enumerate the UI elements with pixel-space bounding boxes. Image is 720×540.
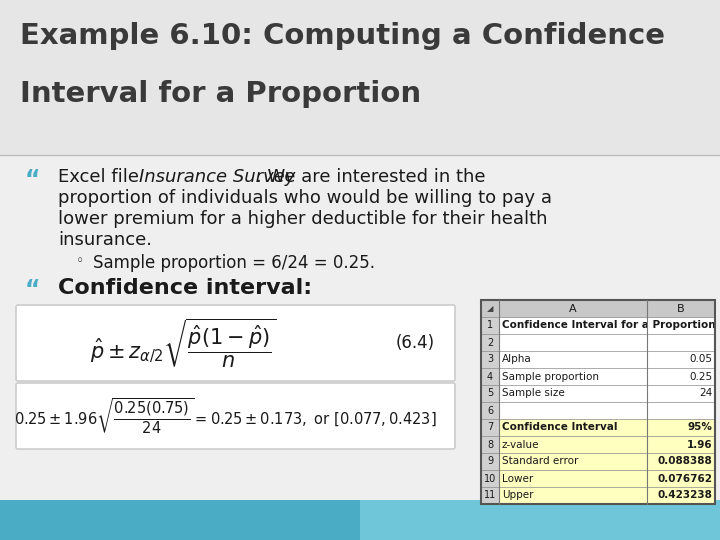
- Text: ◢: ◢: [487, 304, 493, 313]
- Text: 1.96: 1.96: [686, 440, 712, 449]
- Text: Sample proportion = 6/24 = 0.25.: Sample proportion = 6/24 = 0.25.: [93, 254, 375, 272]
- Text: 1: 1: [487, 321, 493, 330]
- Bar: [360, 500, 720, 540]
- Text: Standard error: Standard error: [502, 456, 578, 467]
- Text: Upper: Upper: [502, 490, 534, 501]
- Text: lower premium for a higher deductible for their health: lower premium for a higher deductible fo…: [58, 210, 547, 228]
- Bar: [481, 351, 499, 368]
- Text: 4: 4: [487, 372, 493, 381]
- Bar: [481, 300, 715, 504]
- FancyBboxPatch shape: [16, 383, 455, 449]
- Bar: [481, 487, 499, 504]
- Bar: [0, 0, 720, 155]
- Text: “: “: [24, 278, 40, 302]
- Bar: [481, 419, 499, 436]
- Bar: [481, 453, 499, 470]
- Text: A: A: [570, 303, 577, 314]
- Bar: [481, 402, 715, 419]
- Text: 9: 9: [487, 456, 493, 467]
- Text: (6.4): (6.4): [396, 334, 435, 352]
- Bar: [481, 385, 715, 402]
- Text: 5: 5: [487, 388, 493, 399]
- Bar: [481, 453, 715, 470]
- Text: 8: 8: [487, 440, 493, 449]
- Text: z-value: z-value: [502, 440, 539, 449]
- Bar: [481, 436, 715, 453]
- Bar: [481, 470, 715, 487]
- Text: 95%: 95%: [687, 422, 712, 433]
- Text: Confidence Interval for a Proportion: Confidence Interval for a Proportion: [502, 321, 716, 330]
- Text: 0.25: 0.25: [689, 372, 712, 381]
- Text: Insurance Survey: Insurance Survey: [139, 168, 295, 186]
- Bar: [481, 419, 715, 436]
- Bar: [481, 436, 499, 453]
- Bar: [481, 368, 715, 385]
- FancyBboxPatch shape: [16, 305, 455, 381]
- Bar: [481, 317, 499, 334]
- Bar: [481, 402, 499, 419]
- Text: Example 6.10: Computing a Confidence: Example 6.10: Computing a Confidence: [20, 22, 665, 50]
- Text: 0.076762: 0.076762: [657, 474, 712, 483]
- Text: Lower: Lower: [502, 474, 534, 483]
- Text: Sample size: Sample size: [502, 388, 564, 399]
- Text: 2: 2: [487, 338, 493, 348]
- Text: Interval for a Proportion: Interval for a Proportion: [20, 80, 421, 108]
- Text: 11: 11: [484, 490, 496, 501]
- Bar: [481, 300, 715, 317]
- Text: B: B: [678, 303, 685, 314]
- Text: 3: 3: [487, 354, 493, 364]
- Text: proportion of individuals who would be willing to pay a: proportion of individuals who would be w…: [58, 189, 552, 207]
- Text: insurance.: insurance.: [58, 231, 152, 249]
- Bar: [481, 385, 499, 402]
- Text: Confidence interval:: Confidence interval:: [58, 278, 312, 298]
- Text: $\hat{p} \pm z_{\alpha/2}\sqrt{\dfrac{\hat{p}(1-\hat{p})}{n}}$: $\hat{p} \pm z_{\alpha/2}\sqrt{\dfrac{\h…: [90, 316, 276, 370]
- Bar: [481, 487, 715, 504]
- Text: Confidence Interval: Confidence Interval: [502, 422, 618, 433]
- Text: Sample proportion: Sample proportion: [502, 372, 599, 381]
- Bar: [481, 351, 715, 368]
- Bar: [0, 500, 360, 540]
- Text: ◦: ◦: [76, 254, 84, 268]
- Text: “: “: [24, 168, 40, 192]
- Text: 6: 6: [487, 406, 493, 415]
- Text: $0.25 \pm 1.96\sqrt{\dfrac{0.25(0.75)}{24}} = 0.25 \pm 0.173, \text{ or } [0.077: $0.25 \pm 1.96\sqrt{\dfrac{0.25(0.75)}{2…: [14, 396, 437, 436]
- Bar: [481, 470, 499, 487]
- Text: 0.423238: 0.423238: [657, 490, 712, 501]
- Text: 7: 7: [487, 422, 493, 433]
- Text: Excel file: Excel file: [58, 168, 145, 186]
- Text: 0.05: 0.05: [689, 354, 712, 364]
- Bar: [481, 317, 715, 334]
- Text: 0.088388: 0.088388: [657, 456, 712, 467]
- Text: 24: 24: [698, 388, 712, 399]
- Text: . We are interested in the: . We are interested in the: [256, 168, 486, 186]
- Bar: [481, 368, 499, 385]
- Text: 10: 10: [484, 474, 496, 483]
- Bar: [481, 334, 499, 351]
- Bar: [481, 334, 715, 351]
- Text: Alpha: Alpha: [502, 354, 532, 364]
